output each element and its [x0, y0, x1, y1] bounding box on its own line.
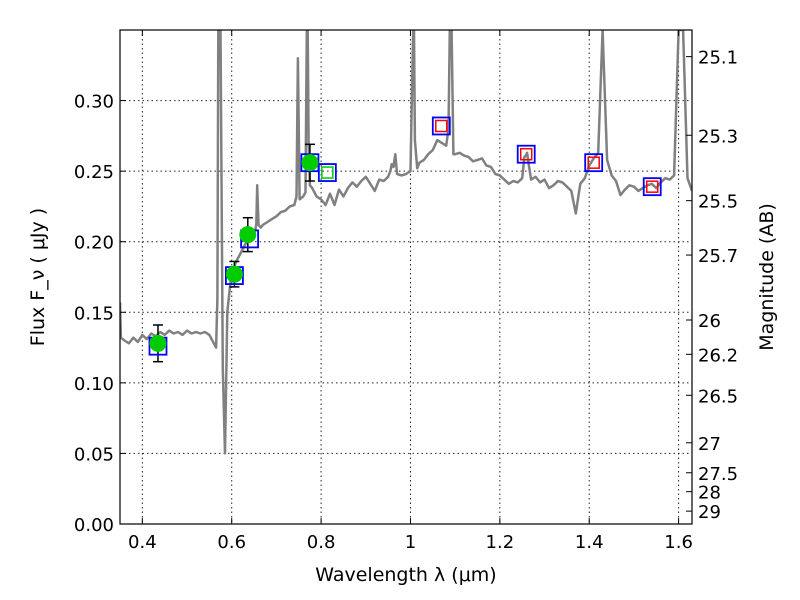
model-photometry-box	[431, 116, 451, 136]
x-tick-label: 0.8	[307, 532, 336, 553]
x-tick-label: 0.4	[128, 532, 157, 553]
model-photometry-box	[584, 153, 604, 173]
right-tick-label: 26	[698, 311, 721, 332]
model-photometry-box	[317, 163, 337, 182]
ticks	[120, 30, 692, 525]
right-tick-label: 29	[698, 502, 721, 523]
y-axis-title: Flux F_ν ( μJy )	[27, 208, 49, 346]
y-tick-label: 0.25	[74, 162, 114, 183]
observed-point	[225, 265, 243, 283]
observed-point	[149, 334, 167, 352]
green-open-marker	[321, 166, 334, 179]
x-tick-label: 1.6	[664, 532, 693, 553]
upper-limit-marker	[519, 147, 533, 161]
upper-limit-marker	[435, 119, 448, 133]
model-photometry-box	[642, 177, 662, 197]
y-tick-label: 0.05	[74, 444, 114, 465]
right-tick-label: 25.3	[698, 126, 738, 147]
right-tick-label: 25.7	[698, 246, 738, 267]
spectrum-layer	[120, 30, 692, 455]
plot-frame	[119, 29, 693, 525]
y-tick-label: 0.10	[74, 374, 114, 395]
x-tick-label: 0.6	[217, 532, 246, 553]
model-spectrum-line	[120, 30, 692, 455]
right-tick-label: 26.5	[698, 386, 738, 407]
model-photometry-box	[516, 144, 536, 164]
observed-point	[301, 154, 319, 172]
x-tick-label: 1.4	[575, 532, 604, 553]
y-tick-label: 0.20	[74, 233, 114, 254]
y-tick-label: 0.15	[74, 303, 114, 324]
upper-limit-marker	[587, 156, 600, 169]
right-tick-label: 25.1	[698, 48, 738, 69]
observed-point	[239, 226, 257, 244]
tick-labels: 0.4 0.6 0.8 1 1.2 1.4 1.6 0.00 0.05 0.10 0.15 0.20 0…	[74, 48, 738, 553]
x-tick-label: 1	[405, 532, 416, 553]
right-tick-label: 25.5	[698, 192, 738, 213]
x-tick-label: 1.2	[486, 532, 515, 553]
points-layer	[148, 116, 662, 363]
y-tick-label: 0.30	[74, 92, 114, 113]
right-tick-label: 27	[698, 434, 721, 455]
y-tick-label: 0.00	[74, 515, 114, 536]
x-axis-title: Wavelength λ (μm)	[315, 564, 496, 586]
right-axis-title: Magnitude (AB)	[756, 203, 778, 351]
upper-limit-marker	[645, 180, 659, 193]
right-tick-label: 27.5	[698, 464, 738, 485]
right-tick-label: 26.2	[698, 345, 738, 366]
right-tick-label: 28	[698, 483, 721, 504]
